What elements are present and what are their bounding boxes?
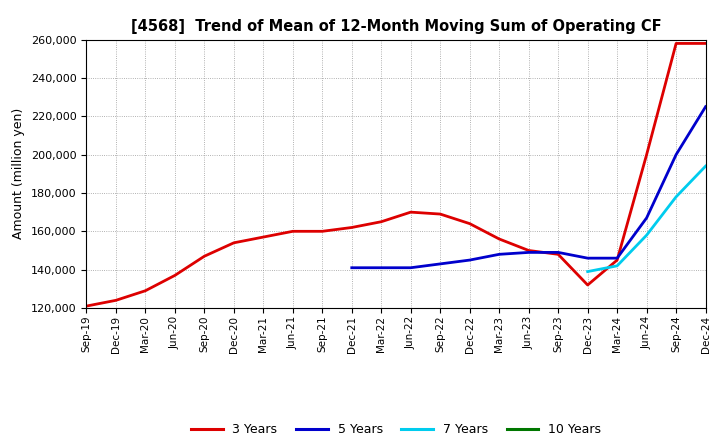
Title: [4568]  Trend of Mean of 12-Month Moving Sum of Operating CF: [4568] Trend of Mean of 12-Month Moving … xyxy=(131,19,661,34)
Legend: 3 Years, 5 Years, 7 Years, 10 Years: 3 Years, 5 Years, 7 Years, 10 Years xyxy=(186,418,606,440)
Y-axis label: Amount (million yen): Amount (million yen) xyxy=(12,108,25,239)
